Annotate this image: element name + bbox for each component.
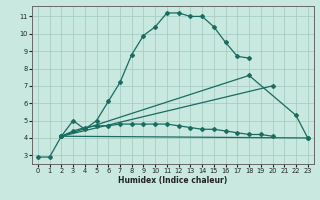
X-axis label: Humidex (Indice chaleur): Humidex (Indice chaleur): [118, 176, 228, 185]
